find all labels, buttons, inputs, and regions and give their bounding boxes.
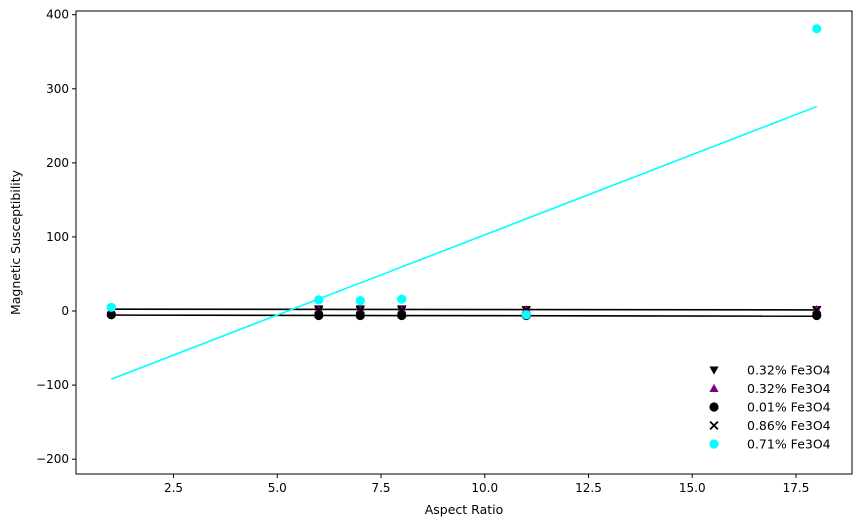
legend-marker-1 [709,383,719,392]
y-tick-label: 300 [46,82,69,96]
legend-label-1: 0.32% Fe3O4 [747,381,831,396]
point-s4-1 [314,295,324,305]
point-s4-0 [106,302,116,312]
fit-line-0 [111,308,817,311]
legend-marker-0 [709,366,719,375]
x-axis-ticks: 2.5 5.0 7.5 10.0 12.5 15.0 17.5 [164,474,809,495]
data-points [106,24,822,321]
point-s4-5 [812,24,822,34]
y-axis-label: Magnetic Susceptibility [8,169,23,315]
point-s3-1 [314,305,324,315]
point-s4-2 [355,296,365,306]
point-s4-3 [397,294,407,304]
point-s1-5 [812,304,822,313]
point-s1-2 [355,304,365,313]
x-tick-label: 2.5 [164,481,183,495]
x-tick-label: 5.0 [268,481,287,495]
legend-label-4: 0.71% Fe3O4 [747,437,831,452]
y-tick-label: −100 [36,378,69,392]
point-s3-5 [812,305,822,315]
legend-label-2: 0.01% Fe3O4 [747,400,831,415]
legend: 0.32% Fe3O4 0.32% Fe3O4 0.01% Fe3O4 0.86% F… [709,363,831,452]
y-tick-label: 400 [46,8,69,22]
point-s4-4 [521,310,531,320]
legend-marker-4 [709,439,719,449]
y-axis-ticks: −200 −100 0 100 200 300 400 [36,8,76,466]
x-tick-label: 7.5 [371,481,390,495]
point-s3-2 [355,305,365,315]
x-tick-label: 15.0 [679,481,706,495]
legend-label-3: 0.86% Fe3O4 [747,418,831,433]
y-tick-label: −200 [36,452,69,466]
point-s1-1 [314,304,324,313]
point-s3-3 [397,305,407,315]
legend-label-0: 0.32% Fe3O4 [747,363,831,378]
y-tick-label: 0 [61,304,69,318]
x-tick-label: 10.0 [471,481,498,495]
fit-lines [110,105,818,380]
y-tick-label: 200 [46,156,69,170]
fit-line-2 [110,105,818,380]
point-s1-3 [397,304,407,313]
y-tick-label: 100 [46,230,69,244]
x-tick-label: 12.5 [575,481,602,495]
x-axis-label: Aspect Ratio [425,502,504,517]
legend-marker-2 [709,402,719,412]
plot-frame [75,10,853,475]
legend-marker-3 [709,420,719,431]
x-tick-label: 17.5 [783,481,810,495]
fit-line-1 [111,314,817,318]
